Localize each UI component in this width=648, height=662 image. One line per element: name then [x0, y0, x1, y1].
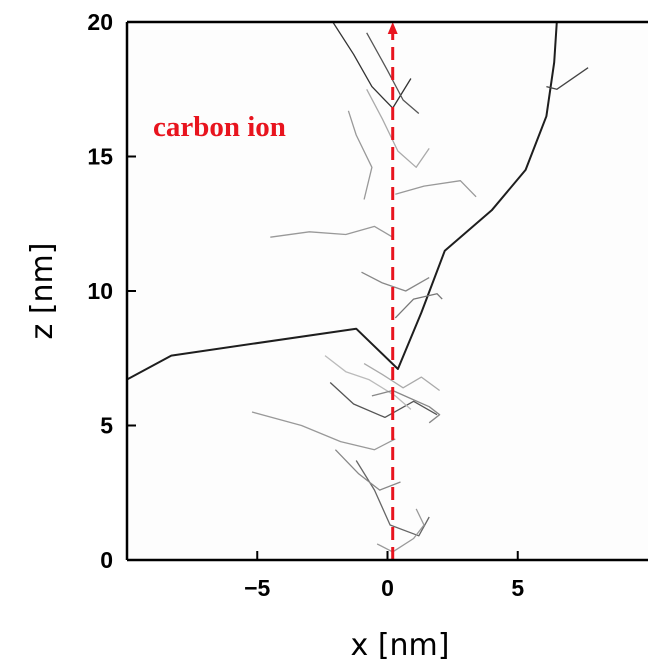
track-series-14 [366, 32, 420, 114]
y-tick-label: 15 [87, 144, 113, 170]
y-tick-label: 5 [100, 413, 113, 439]
x-tick-label: −5 [244, 575, 270, 601]
ion-direction-arrow [387, 22, 398, 34]
track-series-9 [394, 293, 443, 319]
track-series-7 [329, 382, 438, 419]
track-series-17 [324, 355, 412, 410]
track-series-18 [371, 389, 441, 424]
axis-ticks: −5 0 5 0 5 10 15 20 [87, 9, 524, 601]
track-series-4 [395, 180, 477, 198]
track-series-10 [334, 449, 401, 491]
y-tick-label: 0 [100, 547, 113, 573]
track-series-6 [251, 411, 396, 451]
carbon-ion-label: carbon ion [153, 111, 286, 143]
x-tick-label: 0 [381, 575, 394, 601]
track-series-13 [332, 22, 412, 109]
track-series-15 [347, 110, 373, 200]
track-series-3 [270, 225, 394, 238]
x-tick-label: 5 [511, 575, 524, 601]
track-series-group [127, 22, 589, 553]
x-axis-title: x [nm] [351, 628, 450, 662]
track-series-2 [546, 67, 589, 90]
track-series-12 [363, 363, 440, 392]
track-series-1 [127, 22, 558, 381]
y-tick-label: 10 [87, 278, 113, 304]
track-series-16 [361, 271, 430, 292]
y-tick-label: 20 [87, 9, 113, 35]
track-series-11 [376, 508, 425, 553]
track-series-5 [366, 88, 430, 168]
plot-background [127, 22, 648, 560]
track-series-8 [355, 460, 430, 537]
y-axis-title: z [nm] [25, 243, 60, 340]
